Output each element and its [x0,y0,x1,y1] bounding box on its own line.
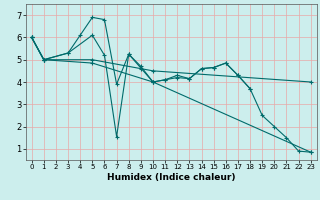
X-axis label: Humidex (Indice chaleur): Humidex (Indice chaleur) [107,173,236,182]
